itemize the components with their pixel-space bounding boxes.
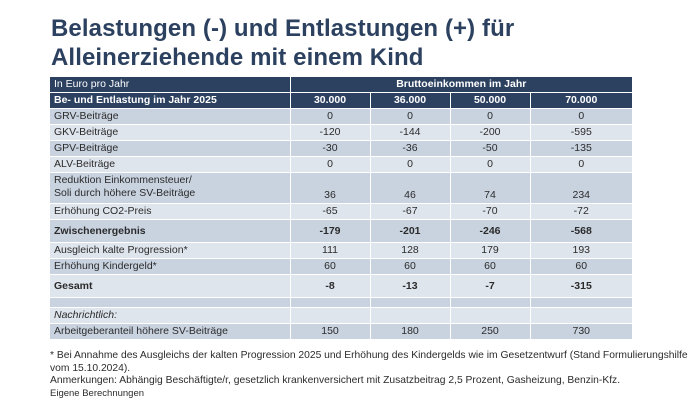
cell-value: 60 — [290, 258, 371, 275]
cell-value: -120 — [290, 124, 371, 141]
column-header: 70.000 — [530, 92, 633, 109]
cell-value: -70 — [450, 203, 531, 220]
group-header: Bruttoeinkommen im Jahr — [290, 77, 633, 93]
table-row: GKV-Beiträge -120 -144 -200 -595 — [50, 124, 633, 141]
row-label-line: Soli durch höhere SV-Beiträge — [54, 187, 196, 199]
row-header: Be- und Entlastung im Jahr 2025 — [50, 92, 291, 109]
table-row: Erhöhung CO2-Preis -65 -67 -70 -72 — [50, 203, 633, 220]
cell-value: 234 — [530, 172, 633, 204]
cell-value: -179 — [290, 219, 371, 243]
footnote: * Bei Annahme des Ausgleichs der kalten … — [50, 350, 688, 374]
cell-value: -595 — [530, 124, 633, 141]
row-label: Gesamt — [50, 274, 291, 298]
cell-value: 0 — [370, 108, 451, 125]
cell-value: -201 — [370, 219, 451, 243]
cell-value: 60 — [450, 258, 531, 275]
table-row: Arbeitgeberanteil höhere SV-Beiträge 150… — [50, 323, 633, 340]
cell-value: 46 — [370, 172, 451, 204]
table-subheader-row: Be- und Entlastung im Jahr 2025 30.000 3… — [50, 92, 633, 109]
row-label: Nachrichtlich: — [50, 307, 291, 324]
row-label: ALV-Beiträge — [50, 156, 291, 173]
cell-value: -36 — [370, 140, 451, 157]
table-row: Nachrichtlich: — [50, 307, 633, 324]
cell-value: 74 — [450, 172, 531, 204]
cell-value: 0 — [370, 156, 451, 173]
table-row: GPV-Beiträge -30 -36 -50 -135 — [50, 140, 633, 157]
row-label-line: Reduktion Einkommensteuer/ — [54, 174, 192, 186]
cell-value: 128 — [370, 242, 451, 259]
column-header: 36.000 — [370, 92, 451, 109]
column-header: 50.000 — [450, 92, 531, 109]
cell-value: 0 — [450, 156, 531, 173]
burden-relief-table: In Euro pro Jahr Bruttoeinkommen im Jahr… — [50, 77, 633, 340]
row-label: Ausgleich kalte Progression* — [50, 242, 291, 259]
cell-value: -7 — [450, 274, 531, 298]
cell-value: 730 — [530, 323, 633, 340]
table-row: GRV-Beiträge 0 0 0 0 — [50, 108, 633, 125]
cell-value: 60 — [370, 258, 451, 275]
cell-value: 179 — [450, 242, 531, 259]
row-label: Arbeitgeberanteil höhere SV-Beiträge — [50, 323, 291, 340]
row-label: Reduktion Einkommensteuer/Soli durch höh… — [50, 172, 291, 204]
table-header-row: In Euro pro Jahr Bruttoeinkommen im Jahr — [50, 77, 633, 93]
spacer-row — [50, 297, 633, 308]
row-label: GRV-Beiträge — [50, 108, 291, 125]
cell-value: -315 — [530, 274, 633, 298]
source-note: Eigene Berechnungen — [50, 387, 145, 399]
cell-value: -50 — [450, 140, 531, 157]
cell-value: 0 — [290, 108, 371, 125]
cell-value: -246 — [450, 219, 531, 243]
cell-value: 180 — [370, 323, 451, 340]
cell-value: 111 — [290, 242, 371, 259]
remarks: Anmerkungen: Abhängig Beschäftigte/r, ge… — [50, 375, 621, 386]
cell-value: -568 — [530, 219, 633, 243]
row-label: Erhöhung Kindergeld* — [50, 258, 291, 275]
cell-value: 193 — [530, 242, 633, 259]
table-row: Reduktion Einkommensteuer/Soli durch höh… — [50, 172, 633, 204]
cell-value: -13 — [370, 274, 451, 298]
cell-value: -144 — [370, 124, 451, 141]
table-row: Ausgleich kalte Progression* 111 128 179… — [50, 242, 633, 259]
footnotes: * Bei Annahme des Ausgleichs der kalten … — [50, 350, 690, 400]
cell-value: 150 — [290, 323, 371, 340]
cell-value: -30 — [290, 140, 371, 157]
cell-value: 60 — [530, 258, 633, 275]
row-label: Erhöhung CO2-Preis — [50, 203, 291, 220]
cell-value: 36 — [290, 172, 371, 204]
row-label: GPV-Beiträge — [50, 140, 291, 157]
cell-value: -8 — [290, 274, 371, 298]
cell-value: -200 — [450, 124, 531, 141]
page-title: Belastungen (-) und Entlastungen (+) für… — [51, 15, 515, 71]
row-label: Zwischenergebnis — [50, 219, 291, 243]
cell-value: -72 — [530, 203, 633, 220]
table-row: ALV-Beiträge 0 0 0 0 — [50, 156, 633, 173]
total-row: Gesamt -8 -13 -7 -315 — [50, 274, 633, 298]
unit-label: In Euro pro Jahr — [50, 77, 291, 93]
cell-value: 0 — [530, 108, 633, 125]
subtotal-row: Zwischenergebnis -179 -201 -246 -568 — [50, 219, 633, 243]
cell-value: 250 — [450, 323, 531, 340]
row-label: GKV-Beiträge — [50, 124, 291, 141]
table-row: Erhöhung Kindergeld* 60 60 60 60 — [50, 258, 633, 275]
cell-value: 0 — [450, 108, 531, 125]
cell-value: 0 — [530, 156, 633, 173]
cell-value: -65 — [290, 203, 371, 220]
cell-value: -135 — [530, 140, 633, 157]
cell-value: 0 — [290, 156, 371, 173]
cell-value: -67 — [370, 203, 451, 220]
column-header: 30.000 — [290, 92, 371, 109]
